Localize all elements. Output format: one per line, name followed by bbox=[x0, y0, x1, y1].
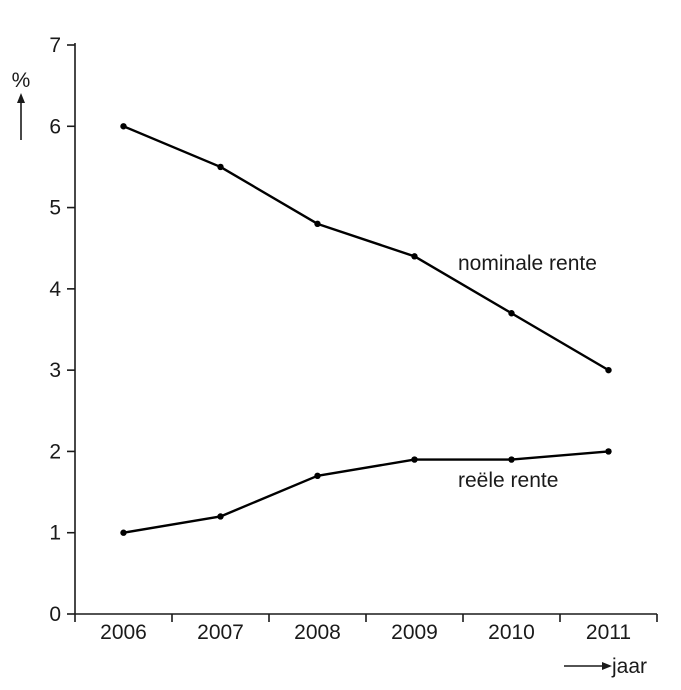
y-tick-label: 1 bbox=[49, 522, 61, 545]
series-layer bbox=[120, 123, 612, 536]
x-ticks: 2006 2007 2008 2009 2010 2011 bbox=[74, 614, 658, 644]
y-tick-label: 7 bbox=[49, 34, 61, 57]
data-point-nominale-rente bbox=[411, 253, 418, 260]
data-point-nominale-rente bbox=[605, 366, 612, 374]
y-tick-label: 2 bbox=[49, 440, 61, 463]
data-point-reele-rente bbox=[120, 529, 127, 536]
y-tick-label: 6 bbox=[49, 115, 61, 138]
x-tick-label: 2008 bbox=[294, 621, 341, 644]
data-point-reele-rente bbox=[508, 456, 515, 463]
x-axis: 2006 2007 2008 2009 2010 2011 bbox=[74, 613, 658, 644]
data-point-nominale-rente bbox=[314, 220, 321, 228]
x-tick-label: 2011 bbox=[586, 621, 631, 644]
y-axis-label-group: % bbox=[12, 69, 31, 140]
x-tick-label: 2007 bbox=[197, 621, 244, 644]
series-label-reele-rente: reële rente bbox=[458, 469, 558, 492]
data-point-nominale-rente bbox=[120, 123, 127, 130]
y-ticks: 0 1 2 3 4 5 6 7 bbox=[49, 34, 75, 626]
data-point-reele-rente bbox=[217, 513, 224, 520]
data-point-reele-rente bbox=[411, 456, 418, 463]
y-axis: 0 1 2 3 4 5 6 7 bbox=[49, 34, 76, 626]
data-point-reele-rente bbox=[314, 472, 321, 480]
y-tick-label: 0 bbox=[49, 603, 61, 626]
series-line-nominale-rente bbox=[123, 125, 610, 372]
data-point-reele-rente bbox=[605, 448, 612, 455]
y-tick-label: 5 bbox=[49, 197, 61, 220]
data-point-nominale-rente bbox=[217, 163, 224, 171]
x-tick-label: 2010 bbox=[488, 621, 535, 644]
x-axis-label-group: jaar bbox=[564, 655, 647, 678]
y-axis-label: % bbox=[12, 69, 31, 92]
x-tick-label: 2006 bbox=[100, 621, 147, 644]
series-line-reele-rente bbox=[123, 450, 609, 534]
y-tick-label: 3 bbox=[49, 359, 61, 382]
series-label-nominale-rente: nominale rente bbox=[458, 252, 597, 275]
data-point-nominale-rente bbox=[508, 310, 515, 317]
y-tick-label: 4 bbox=[49, 278, 61, 301]
x-axis-label: jaar bbox=[611, 655, 647, 678]
x-tick-label: 2009 bbox=[391, 621, 438, 644]
